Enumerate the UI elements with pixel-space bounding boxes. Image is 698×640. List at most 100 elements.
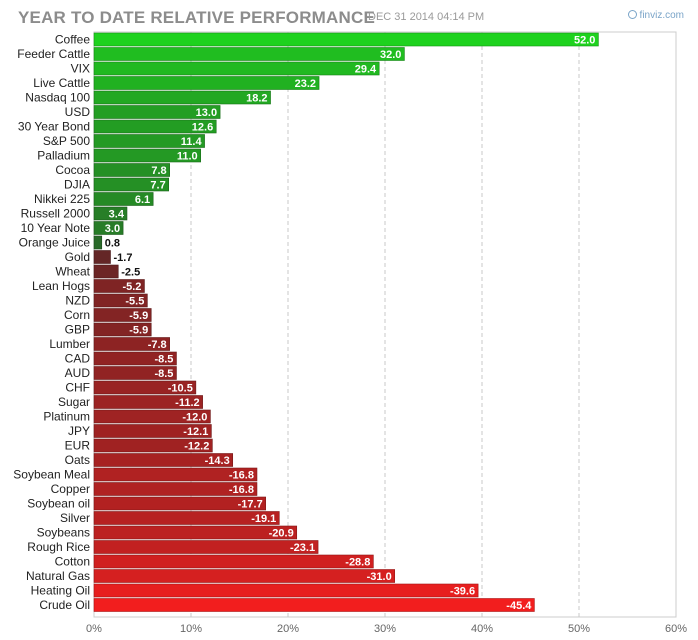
category-label: Corn [64, 308, 90, 322]
category-label: Rough Rice [27, 540, 90, 554]
value-label: -11.2 [175, 397, 199, 409]
category-label: NZD [65, 294, 90, 308]
value-label: -17.7 [238, 499, 263, 511]
value-label: -19.1 [251, 513, 276, 525]
bar [93, 308, 152, 322]
bar [93, 250, 111, 264]
chart-title: YEAR TO DATE RELATIVE PERFORMANCE [18, 8, 376, 27]
value-label: -28.8 [345, 557, 370, 569]
value-label: -20.9 [269, 528, 294, 540]
value-label: 3.4 [109, 209, 125, 221]
bar [93, 235, 103, 250]
category-label: Nasdaq 100 [25, 91, 90, 105]
value-label: -5.5 [125, 296, 144, 308]
category-label: Platinum [43, 410, 90, 424]
bar [93, 569, 396, 583]
value-label: 12.6 [192, 122, 213, 134]
value-label: -12.0 [182, 412, 207, 424]
bar [93, 279, 145, 293]
bar [93, 105, 221, 119]
bar [93, 47, 405, 61]
bar [93, 380, 197, 395]
category-label: Sugar [58, 395, 90, 409]
bar [93, 90, 271, 105]
bar [93, 293, 148, 308]
chart-timestamp: DEC 31 2014 04:14 PM [368, 11, 485, 23]
x-tick-label: 10% [180, 623, 202, 635]
bar [93, 61, 380, 76]
category-label: Palladium [37, 149, 90, 163]
bar [93, 467, 258, 482]
bar [93, 119, 217, 134]
value-label: 7.7 [150, 180, 165, 192]
bar [93, 583, 479, 598]
category-label: Copper [51, 482, 90, 496]
category-label: Orange Juice [19, 236, 91, 250]
value-label: 32.0 [380, 49, 401, 61]
x-tick-label: 0% [86, 623, 102, 635]
category-label: Lumber [49, 337, 90, 351]
category-label: Russell 2000 [21, 207, 91, 221]
value-label: -39.6 [450, 586, 475, 598]
category-label: Soybeans [37, 526, 90, 540]
bar [93, 525, 298, 540]
category-label: Wheat [55, 265, 90, 279]
value-label: -12.2 [184, 441, 209, 453]
x-tick-label: 50% [568, 623, 590, 635]
x-tick-label: 30% [374, 623, 396, 635]
category-label: Crude Oil [39, 598, 90, 612]
category-label: Cocoa [55, 163, 90, 177]
category-label: Live Cattle [33, 76, 90, 90]
value-label: 23.2 [295, 78, 316, 90]
category-label: CHF [65, 381, 90, 395]
bar [93, 221, 124, 235]
value-label: 52.0 [574, 35, 595, 47]
bar [93, 322, 152, 337]
bar [93, 453, 234, 467]
value-label: 29.4 [355, 64, 377, 76]
category-label: AUD [65, 366, 91, 380]
value-label: -10.5 [168, 383, 193, 395]
bar [93, 366, 177, 380]
value-label: 18.2 [246, 93, 267, 105]
value-label: 11.0 [177, 151, 198, 163]
category-label: Lean Hogs [32, 279, 90, 293]
value-label: 0.8 [105, 238, 120, 250]
value-label: -5.2 [122, 281, 141, 293]
globe-icon [627, 10, 637, 19]
bar [93, 482, 258, 496]
value-label: -5.9 [129, 325, 148, 337]
bar [93, 351, 177, 366]
value-label: 11.4 [181, 136, 203, 148]
bar [93, 554, 374, 569]
bar [93, 409, 211, 424]
bar [93, 163, 170, 177]
value-label: 3.0 [105, 223, 120, 235]
bar [93, 192, 154, 206]
category-label: Soybean oil [27, 497, 90, 511]
value-label: -14.3 [205, 455, 230, 467]
category-label: Oats [65, 453, 90, 467]
value-label: -16.8 [229, 470, 254, 482]
category-label: Soybean Meal [13, 468, 90, 482]
value-label: -5.9 [129, 310, 148, 322]
category-label: 10 Year Note [21, 221, 91, 235]
x-tick-label: 60% [665, 623, 687, 635]
category-label: Feeder Cattle [17, 47, 90, 61]
category-label: DJIA [64, 178, 90, 192]
category-label: Silver [60, 511, 90, 525]
bar [93, 511, 280, 525]
value-label: -45.4 [506, 600, 532, 612]
value-label: -8.5 [154, 368, 173, 380]
brand-link[interactable]: finviz.com [627, 10, 684, 21]
bar [93, 134, 205, 148]
category-label: USD [65, 105, 91, 119]
x-tick-label: 20% [277, 623, 299, 635]
value-label: -16.8 [229, 484, 254, 496]
bar [93, 598, 535, 612]
value-label: -12.1 [183, 426, 208, 438]
bar [93, 148, 201, 163]
value-label: -31.0 [367, 571, 392, 583]
value-label: -23.1 [290, 542, 315, 554]
